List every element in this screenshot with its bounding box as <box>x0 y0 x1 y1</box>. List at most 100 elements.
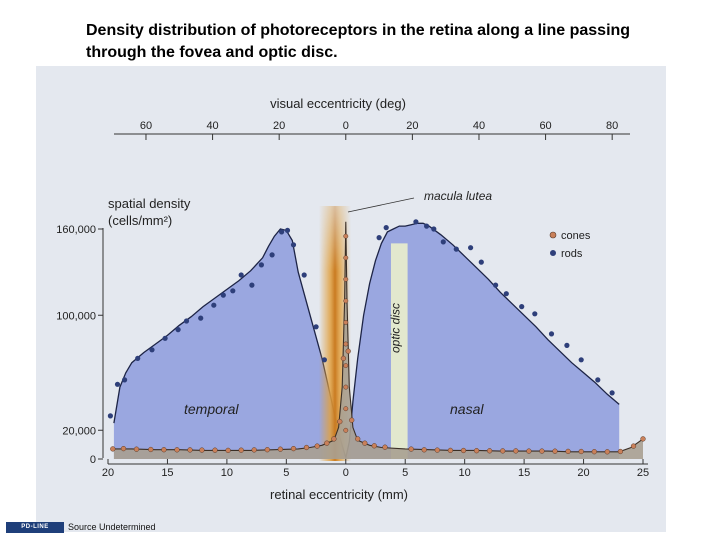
legend-rods-label: rods <box>561 248 583 260</box>
rod-point <box>548 331 555 337</box>
rod-point <box>313 324 319 330</box>
rod-point <box>238 272 244 278</box>
y-axis-ticks: 160,000 100,000 20,000 0 <box>56 224 103 466</box>
top-tick-label: 40 <box>206 120 218 132</box>
rod-point <box>440 239 446 245</box>
top-tick-label: 0 <box>343 120 349 132</box>
cone-point <box>460 447 467 454</box>
cone-point <box>225 447 231 454</box>
cone-point <box>343 427 349 433</box>
top-tick-label: 60 <box>539 120 551 132</box>
rod-point <box>595 377 601 383</box>
cone-point <box>371 443 377 449</box>
cone-point <box>343 341 349 347</box>
cone-point <box>355 436 361 442</box>
cone-point <box>251 447 257 453</box>
cone-point <box>199 447 205 453</box>
rod-point <box>413 219 419 225</box>
rod-area-fill <box>113 223 620 459</box>
rod-point <box>249 282 255 288</box>
rod-point <box>564 342 570 348</box>
rod-point <box>135 355 141 361</box>
top-tick-label: 40 <box>473 120 485 132</box>
x-tick-label: 15 <box>518 467 530 479</box>
x-tick-label: 15 <box>161 467 173 479</box>
x-tick-label: 20 <box>102 467 114 479</box>
x-tick-label: 5 <box>402 467 408 479</box>
rod-point <box>107 413 113 419</box>
cone-point <box>343 384 349 390</box>
cone-point <box>343 276 349 282</box>
cone-point <box>473 448 480 454</box>
cone-point <box>591 449 597 455</box>
cone-point <box>343 255 349 261</box>
rod-point <box>424 223 430 229</box>
rod-point <box>258 262 264 268</box>
cone-point <box>343 298 349 304</box>
rod-point <box>220 292 226 298</box>
rod-point <box>519 304 525 310</box>
rod-point <box>376 235 382 241</box>
cone-point <box>408 446 414 452</box>
rod-point <box>578 357 584 363</box>
rod-point <box>183 318 190 324</box>
nasal-label: nasal <box>450 401 484 417</box>
rod-point <box>279 229 285 235</box>
cone-points <box>110 233 646 455</box>
cone-point <box>303 444 310 451</box>
optic-disc-label: optic disc <box>388 303 402 353</box>
cone-point <box>212 447 218 453</box>
rod-point <box>230 288 236 294</box>
cone-point <box>238 447 244 453</box>
cone-point <box>277 446 284 452</box>
cone-point <box>337 418 343 425</box>
rod-point <box>114 381 121 387</box>
cone-point <box>343 363 349 369</box>
cone-point <box>343 406 349 412</box>
cone-point <box>264 447 270 453</box>
macula-lutea-label: macula lutea <box>424 189 492 203</box>
cone-point <box>290 445 297 452</box>
y-tick-label: 100,000 <box>56 310 96 322</box>
slide-title: Density distribution of photoreceptors i… <box>86 22 631 61</box>
cone-point <box>120 445 127 452</box>
top-tick-label: 80 <box>606 120 618 132</box>
x-tick-label: 20 <box>577 467 589 479</box>
rod-point <box>290 242 297 248</box>
cone-point <box>617 448 624 455</box>
cone-point <box>314 443 320 449</box>
cone-point <box>148 446 154 453</box>
y-tick-label: 160,000 <box>56 224 96 236</box>
cone-point <box>345 348 351 354</box>
footer-logo: PD-LINE <box>6 521 64 533</box>
cone-point <box>565 448 571 455</box>
legend-cones-marker <box>549 231 557 239</box>
cone-point <box>331 436 337 442</box>
optic-disc-band <box>390 243 408 459</box>
x-tick-label: 25 <box>637 467 649 479</box>
legend-cones-label: cones <box>561 230 591 242</box>
cone-point <box>421 447 427 453</box>
temporal-label: temporal <box>184 401 239 417</box>
rod-point <box>198 315 204 321</box>
cone-point <box>552 448 558 454</box>
rod-point <box>478 259 484 265</box>
x-tick-label: 10 <box>221 467 233 479</box>
top-axis-label: visual eccentricity (deg) <box>270 96 406 111</box>
x-axis-label: retinal eccentricity (mm) <box>270 487 408 502</box>
cone-point <box>324 440 330 446</box>
cone-point <box>630 443 637 449</box>
cone-point <box>349 417 355 423</box>
rod-point <box>609 390 615 396</box>
density-chart: visual eccentricity (deg) 60 40 20 0 20 40 60 8… <box>56 96 649 502</box>
rod-points <box>107 219 615 419</box>
rod-point <box>162 335 168 341</box>
cone-point <box>343 319 349 325</box>
cone-point <box>343 233 349 239</box>
rod-point <box>431 226 437 232</box>
rod-point <box>122 377 128 383</box>
cone-point <box>539 448 545 454</box>
x-axis-ticks: 20 15 10 5 0 5 10 15 20 25 <box>102 459 649 479</box>
cone-point <box>362 440 368 446</box>
y-tick-label: 20,000 <box>62 425 96 437</box>
